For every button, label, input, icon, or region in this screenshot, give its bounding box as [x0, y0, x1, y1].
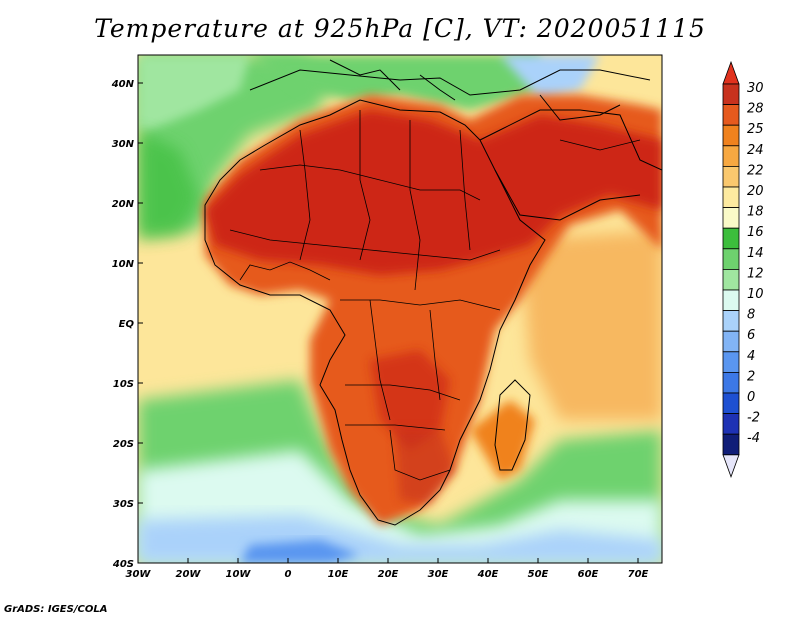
- colorbar-swatch: [722, 289, 740, 312]
- colorbar-swatch: [722, 248, 740, 270]
- y-tick-label: 30N: [112, 139, 135, 150]
- colorbar-bottom-arrow: [722, 454, 740, 478]
- italy-coastline: [329, 59, 401, 91]
- colorbar-swatch: [722, 124, 740, 147]
- colorbar-swatch: [722, 83, 740, 106]
- x-tick-label: 10E: [328, 569, 349, 580]
- colorbar-label: 25: [747, 122, 764, 137]
- x-tick-label: 30W: [126, 569, 152, 580]
- colorbar-label: 0: [747, 390, 755, 405]
- colorbar-top-arrow: [722, 60, 740, 85]
- colorbar-label: 12: [747, 266, 764, 281]
- plot-frame: [137, 54, 663, 564]
- arabia-coastline: [479, 109, 662, 171]
- colorbar-label: 20: [747, 184, 764, 199]
- colorbar-swatch: [722, 268, 740, 291]
- x-tick-label: 10W: [226, 569, 252, 580]
- colorbar-swatch: [722, 351, 740, 373]
- border-line: [409, 120, 421, 291]
- x-tick-label: 20E: [378, 569, 399, 580]
- country-borders: [229, 110, 641, 481]
- sahara-hottest-zone: [205, 110, 662, 275]
- colorbar-swatch: [722, 371, 740, 394]
- africa-coastline: [204, 99, 546, 526]
- canary-green-zone: [138, 130, 200, 240]
- colorbar-swatch: [722, 186, 740, 209]
- colorbar-swatch: [722, 392, 740, 415]
- europe-green-zone: [250, 55, 540, 110]
- x-tick-label: 30E: [428, 569, 449, 580]
- colorbar-label: 28: [747, 102, 764, 117]
- map-title: Temperature at 925hPa [C], VT: 202005111…: [94, 14, 706, 43]
- colorbar-swatch: [722, 165, 740, 188]
- border-line: [389, 429, 451, 481]
- europe-coastline: [249, 69, 651, 96]
- colorbar-swatch: [722, 207, 740, 229]
- border-line: [359, 110, 371, 261]
- colorbar-label: -4: [747, 431, 760, 446]
- temperature-field: [138, 55, 662, 563]
- y-tick-label: 10S: [113, 379, 134, 390]
- border-line: [429, 309, 441, 401]
- colorbar-label: 2: [747, 369, 755, 384]
- madagascar-coastline: [494, 379, 531, 471]
- y-axis: 40N 30N 20N 10N EQ 10S 20S 30S 40S: [111, 79, 143, 570]
- x-tick-label: 20W: [176, 569, 202, 580]
- colorbar-swatch: [722, 310, 740, 332]
- colorbar-swatch: [722, 330, 740, 353]
- x-tick-label: 60E: [578, 569, 599, 580]
- arabia-south-coastline: [494, 169, 641, 221]
- border-line: [340, 299, 501, 311]
- x-tick-label: 40E: [477, 569, 499, 580]
- border-line: [299, 129, 311, 261]
- border-line: [559, 139, 641, 151]
- colorbar-label: 8: [747, 308, 755, 323]
- colorbar-label: -2: [747, 411, 760, 426]
- x-tick-label: 50E: [528, 569, 549, 580]
- border-line: [459, 129, 471, 251]
- coastlines: [204, 59, 662, 526]
- border-line: [345, 424, 446, 431]
- colorbar-swatch: [722, 433, 740, 456]
- colorbar-label: 30: [747, 81, 764, 96]
- colorbar-label: 4: [747, 349, 755, 364]
- y-tick-label: 40N: [111, 79, 135, 90]
- y-tick-label: EQ: [119, 319, 135, 330]
- credit-label: GrADS: IGES/COLA: [4, 604, 108, 615]
- black-sea-cool-zone: [500, 55, 600, 100]
- colorbar-swatch: [722, 145, 740, 167]
- colorbar-label: 6: [747, 328, 755, 343]
- colorbar-label: 10: [747, 287, 764, 302]
- colorbar-swatch: [722, 104, 740, 126]
- colorbar-label: 16: [747, 225, 764, 240]
- border-line: [259, 164, 481, 201]
- border-line: [239, 261, 331, 281]
- border-line: [345, 384, 461, 401]
- madagascar-warm-zone: [470, 400, 535, 480]
- y-tick-label: 10N: [112, 259, 135, 270]
- x-axis: 30W 20W 10W 0 10E 20E 30E 40E 50E 60E 70E: [126, 558, 649, 580]
- x-tick-label: 0: [285, 569, 292, 580]
- colorbar-label: 14: [747, 246, 764, 261]
- y-tick-label: 40S: [112, 559, 134, 570]
- colorbar-label: 22: [747, 163, 764, 178]
- indian-ocean-warm: [520, 230, 662, 420]
- border-line: [229, 229, 501, 261]
- y-tick-label: 20S: [113, 439, 134, 450]
- south-africa-hot-zone: [395, 430, 455, 505]
- southern-ocean-blue: [240, 540, 360, 563]
- colorbar-label: 24: [747, 143, 764, 158]
- border-line: [369, 299, 391, 421]
- gulf-coastline: [539, 94, 621, 121]
- greece-coastline: [419, 74, 456, 101]
- colorbar-label: 18: [747, 205, 764, 220]
- colorbar-swatch: [722, 413, 740, 435]
- colorbar-swatch: [722, 227, 740, 250]
- x-tick-label: 70E: [628, 569, 649, 580]
- y-tick-label: 30S: [113, 499, 134, 510]
- y-tick-label: 20N: [112, 199, 135, 210]
- north-atlantic-light-zone: [138, 55, 250, 130]
